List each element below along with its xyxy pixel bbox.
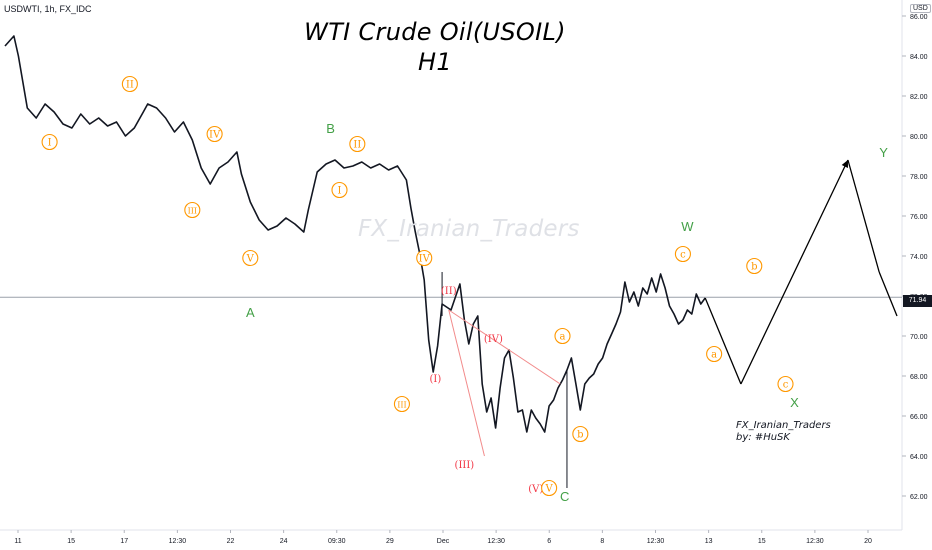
x-tick-label: 12:30 xyxy=(487,538,505,545)
wave-label: Y xyxy=(879,145,888,160)
wave-label: IV xyxy=(419,254,431,265)
wave-label: (II) xyxy=(441,286,457,297)
y-tick-label: 80.00 xyxy=(910,134,928,141)
wave-label: II xyxy=(126,80,134,91)
y-tick-label: 84.00 xyxy=(910,54,928,61)
currency-badge[interactable]: USD xyxy=(910,4,931,13)
wave-label-circle xyxy=(572,425,589,443)
wave-label: W xyxy=(681,219,694,234)
wave-label: a xyxy=(560,332,566,343)
wave-label: c xyxy=(680,250,686,261)
wave-label: V xyxy=(246,254,255,265)
wave-label-circle xyxy=(331,181,348,199)
price-series xyxy=(4,35,706,488)
wave-label-circle xyxy=(554,327,571,345)
x-tick-label: 09:30 xyxy=(328,538,346,545)
wave-label: B xyxy=(326,121,335,136)
projection-segment xyxy=(740,159,849,385)
wave-label: (III) xyxy=(455,460,475,471)
symbol-label: USDWTI, 1h, FX_IDC xyxy=(4,4,92,14)
wave-label-circle xyxy=(349,135,366,153)
wave-label: a xyxy=(711,350,717,361)
wave-label: A xyxy=(246,305,255,320)
wave-label: III xyxy=(188,207,197,216)
wave-label-circle xyxy=(541,479,558,497)
wave-label: I xyxy=(338,186,342,197)
credit-line-2: by: #HuSK xyxy=(736,432,790,443)
wave-label: V xyxy=(545,484,554,495)
y-tick-label: 74.00 xyxy=(910,254,928,261)
wave-label-circle xyxy=(41,133,58,151)
wave-label-circle xyxy=(393,395,410,413)
x-tick-label: 17 xyxy=(120,538,128,545)
projection-segment xyxy=(847,159,880,273)
y-tick-label: 70.00 xyxy=(910,334,928,341)
wave-label-circle xyxy=(184,201,201,219)
x-tick-label: 24 xyxy=(280,538,288,545)
trendlines xyxy=(448,309,561,457)
wave-label-circle xyxy=(121,75,138,93)
wave-label: III xyxy=(397,401,406,410)
wave-label: b xyxy=(577,430,583,441)
price-line xyxy=(4,35,706,433)
wave-label-circle xyxy=(242,249,259,267)
wave-label: C xyxy=(560,489,569,504)
y-tick-label: 76.00 xyxy=(910,214,928,221)
y-tick-label: 64.00 xyxy=(910,454,928,461)
credit-line-1: FX_Iranian_Traders xyxy=(736,420,831,431)
y-tick-label: 68.00 xyxy=(910,374,928,381)
x-tick-label: 12:30 xyxy=(169,538,187,545)
wave-label: b xyxy=(751,262,757,273)
time-axis: 11 15 17 12:30 22 24 09:30 29 Dec 12:30 6 8 12:30 13 1… xyxy=(14,530,872,545)
x-tick-label: 6 xyxy=(547,538,551,545)
x-tick-label: 11 xyxy=(14,538,21,545)
last-price-tag: 71.94 xyxy=(903,295,932,307)
y-tick-label: 82.00 xyxy=(910,94,928,101)
x-tick-label: Dec xyxy=(437,538,450,545)
x-tick-label: 12:30 xyxy=(806,538,824,545)
wave-label: (IV) xyxy=(484,334,503,345)
x-tick-label: 15 xyxy=(758,538,766,545)
y-tick-label: 86.00 xyxy=(910,14,928,21)
projection-path xyxy=(704,159,898,385)
wave-label-circle xyxy=(777,375,794,393)
y-tick-label: 62.00 xyxy=(910,494,928,501)
x-tick-label: 8 xyxy=(600,538,604,545)
x-tick-label: 15 xyxy=(67,538,75,545)
y-tick-label: 66.00 xyxy=(910,414,928,421)
chart-timeframe: H1 xyxy=(418,48,452,76)
wave-label: X xyxy=(790,395,799,410)
wave-label-circle xyxy=(706,345,723,363)
chart-title: WTI Crude Oil(USOIL) xyxy=(304,18,566,46)
y-tick-label: 78.00 xyxy=(910,174,928,181)
wave-label: IV xyxy=(209,130,221,141)
wave-label-circle xyxy=(746,257,763,275)
x-tick-label: 13 xyxy=(705,538,713,545)
wave-label: (V) xyxy=(528,484,543,495)
wave-label: II xyxy=(353,140,361,151)
x-tick-label: 20 xyxy=(864,538,872,545)
wave-label: c xyxy=(783,380,789,391)
x-tick-label: 29 xyxy=(386,538,394,545)
projection-arrowhead xyxy=(841,160,848,168)
x-tick-label: 12:30 xyxy=(647,538,665,545)
wave-label: I xyxy=(48,138,52,149)
watermark: FX_Iranian_Traders xyxy=(358,216,580,242)
x-tick-label: 22 xyxy=(227,538,235,545)
price-axis: 62.0064.0066.0068.0070.0072.0074.0076.00… xyxy=(902,14,928,501)
projection-segment xyxy=(878,271,898,317)
wave-label-circle xyxy=(674,245,691,263)
wave-label: (I) xyxy=(430,374,442,385)
wave-label-circle xyxy=(416,249,433,267)
trendline xyxy=(448,309,485,457)
trendline xyxy=(448,309,561,385)
projection-segment xyxy=(704,297,742,385)
wave-label-circle xyxy=(206,125,223,143)
